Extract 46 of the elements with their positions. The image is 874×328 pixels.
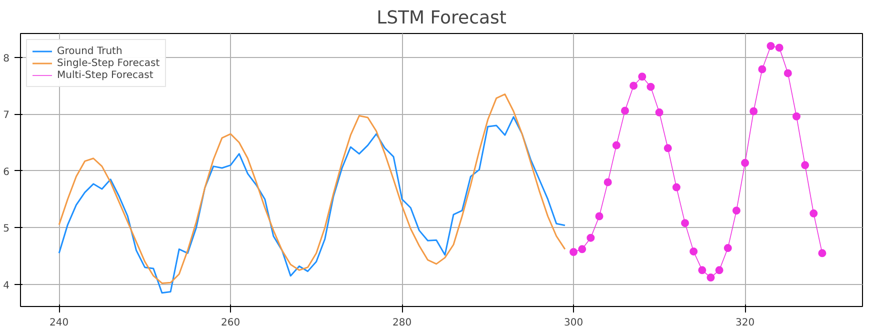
point bbox=[810, 209, 818, 218]
legend-label: Multi-Step Forecast bbox=[57, 69, 154, 81]
point bbox=[750, 107, 758, 116]
chart-title: LSTM Forecast bbox=[376, 8, 506, 28]
legend-label: Single-Step Forecast bbox=[57, 57, 160, 69]
point bbox=[724, 244, 732, 252]
point bbox=[732, 206, 740, 215]
point bbox=[586, 234, 595, 242]
y-tick-label: 5 bbox=[3, 224, 10, 235]
point bbox=[646, 82, 655, 91]
point bbox=[595, 212, 604, 220]
point bbox=[801, 161, 810, 170]
point bbox=[698, 266, 706, 274]
point bbox=[766, 42, 775, 50]
point bbox=[604, 178, 612, 186]
point bbox=[681, 219, 690, 228]
point bbox=[672, 183, 680, 192]
x-tick-label: 300 bbox=[564, 318, 584, 328]
point bbox=[570, 248, 578, 256]
point bbox=[818, 249, 826, 258]
x-tick-label: 280 bbox=[392, 318, 412, 328]
point bbox=[612, 141, 620, 150]
point bbox=[784, 69, 792, 78]
point bbox=[741, 158, 750, 167]
point bbox=[792, 112, 800, 120]
point bbox=[706, 274, 715, 282]
point bbox=[715, 266, 724, 274]
point bbox=[664, 144, 672, 152]
legend-label: Ground Truth bbox=[57, 45, 122, 57]
point bbox=[775, 44, 784, 52]
y-tick-label: 4 bbox=[3, 280, 10, 292]
point bbox=[578, 245, 586, 254]
x-tick-label: 240 bbox=[50, 318, 69, 328]
point bbox=[630, 82, 638, 90]
point bbox=[655, 108, 664, 116]
y-tick-label: 6 bbox=[3, 166, 10, 178]
x-tick-label: 320 bbox=[735, 318, 755, 328]
point bbox=[620, 106, 629, 115]
point bbox=[758, 65, 766, 74]
point bbox=[690, 247, 698, 256]
x-tick-label: 260 bbox=[221, 318, 240, 328]
y-tick-label: 8 bbox=[3, 53, 10, 64]
y-tick-label: 7 bbox=[3, 110, 10, 122]
point bbox=[638, 72, 646, 81]
line-series bbox=[58, 116, 566, 294]
line-series bbox=[58, 93, 566, 284]
